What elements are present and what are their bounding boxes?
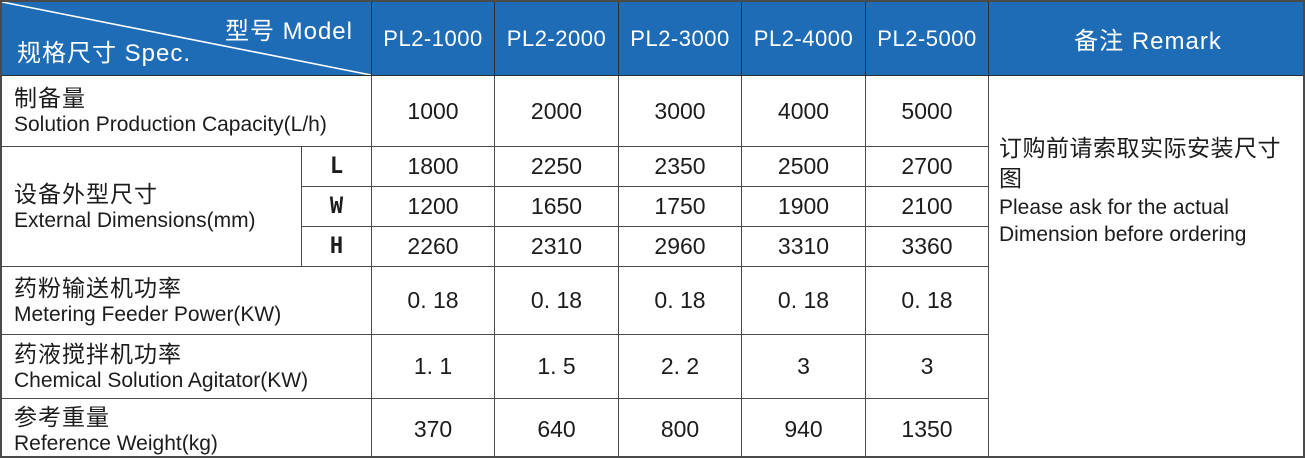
- value-cell: 1000: [372, 76, 495, 147]
- header-model-label: 型号 Model: [224, 18, 353, 45]
- value-cell: 1900: [742, 187, 866, 227]
- value-cell: 1650: [495, 187, 619, 227]
- value-cell: 2100: [866, 187, 989, 227]
- value-cell: 1750: [619, 187, 742, 227]
- value-cell: 4000: [742, 76, 866, 147]
- value-cell: 2. 2: [619, 335, 742, 399]
- column-header-model-4: PL2-4000: [742, 2, 866, 76]
- row-label-feeder: 药粉输送机功率 Metering Feeder Power(KW): [2, 267, 372, 335]
- dimension-sub-label-W: W: [302, 187, 372, 227]
- column-header-remark: 备注 Remark: [989, 2, 1303, 76]
- value-cell: 2250: [495, 147, 619, 187]
- value-cell: 1. 5: [495, 335, 619, 399]
- row-label-dimensions-en: External Dimensions(mm): [14, 208, 256, 232]
- value-cell: 2500: [742, 147, 866, 187]
- value-cell: 1350: [866, 399, 989, 456]
- value-cell: 5000: [866, 76, 989, 147]
- value-cell: 1200: [372, 187, 495, 227]
- diagonal-divider-line: [2, 2, 371, 75]
- header-diagonal-cell: 型号 Model 规格尺寸 Spec.: [2, 2, 372, 76]
- remark-text-en-line2: Dimension before ordering: [999, 223, 1247, 247]
- row-label-capacity: 制备量 Solution Production Capacity(L/h): [2, 76, 372, 147]
- value-cell: 3360: [866, 227, 989, 267]
- value-cell: 2310: [495, 227, 619, 267]
- row-label-capacity-zh: 制备量: [14, 85, 86, 112]
- column-header-model-5: PL2-5000: [866, 2, 989, 76]
- value-cell: 1800: [372, 147, 495, 187]
- value-cell: 0. 18: [619, 267, 742, 335]
- row-label-weight-en: Reference Weight(kg): [14, 431, 218, 455]
- value-cell: 2260: [372, 227, 495, 267]
- row-label-agitator-en: Chemical Solution Agitator(KW): [14, 368, 309, 392]
- dimension-sub-label-L: L: [302, 147, 372, 187]
- row-label-agitator-zh: 药液搅拌机功率: [14, 340, 182, 367]
- row-label-dimensions: 设备外型尺寸 External Dimensions(mm): [2, 147, 302, 267]
- row-label-weight-zh: 参考重量: [14, 403, 110, 430]
- remark-text-en-line1: Please ask for the actual: [999, 195, 1229, 219]
- column-header-model-2: PL2-2000: [495, 2, 619, 76]
- remark-text-zh: 订购前请索取实际安装尺寸图: [999, 135, 1281, 191]
- value-cell: 800: [619, 399, 742, 456]
- value-cell: 3: [742, 335, 866, 399]
- value-cell: 2960: [619, 227, 742, 267]
- row-label-dimensions-zh: 设备外型尺寸: [14, 180, 158, 207]
- row-label-agitator: 药液搅拌机功率 Chemical Solution Agitator(KW): [2, 335, 372, 399]
- value-cell: 370: [372, 399, 495, 456]
- value-cell: 640: [495, 399, 619, 456]
- value-cell: 1. 1: [372, 335, 495, 399]
- row-label-weight: 参考重量 Reference Weight(kg): [2, 399, 372, 456]
- dimension-sub-label-H: H: [302, 227, 372, 267]
- value-cell: 0. 18: [372, 267, 495, 335]
- row-label-feeder-en: Metering Feeder Power(KW): [14, 302, 282, 326]
- remark-cell: 订购前请索取实际安装尺寸图 Please ask for the actual …: [989, 76, 1303, 456]
- value-cell: 0. 18: [495, 267, 619, 335]
- row-label-capacity-en: Solution Production Capacity(L/h): [14, 113, 327, 137]
- value-cell: 2000: [495, 76, 619, 147]
- value-cell: 3000: [619, 76, 742, 147]
- value-cell: 0. 18: [866, 267, 989, 335]
- row-label-feeder-zh: 药粉输送机功率: [14, 274, 182, 301]
- value-cell: 3: [866, 335, 989, 399]
- column-header-model-1: PL2-1000: [372, 2, 495, 76]
- value-cell: 3310: [742, 227, 866, 267]
- value-cell: 2350: [619, 147, 742, 187]
- value-cell: 940: [742, 399, 866, 456]
- header-spec-label: 规格尺寸 Spec.: [17, 40, 192, 67]
- value-cell: 0. 18: [742, 267, 866, 335]
- column-header-model-3: PL2-3000: [619, 2, 742, 76]
- value-cell: 2700: [866, 147, 989, 187]
